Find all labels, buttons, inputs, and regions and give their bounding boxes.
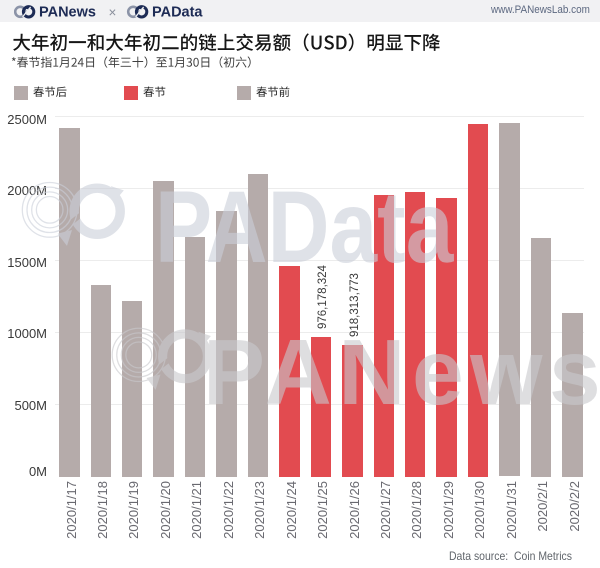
svg-text:PAData: PAData <box>155 170 454 284</box>
svg-text:PANews: PANews <box>39 4 96 20</box>
svg-text:×: × <box>109 4 117 19</box>
svg-text:PANews: PANews <box>203 320 600 424</box>
svg-text:PAData: PAData <box>152 4 203 20</box>
